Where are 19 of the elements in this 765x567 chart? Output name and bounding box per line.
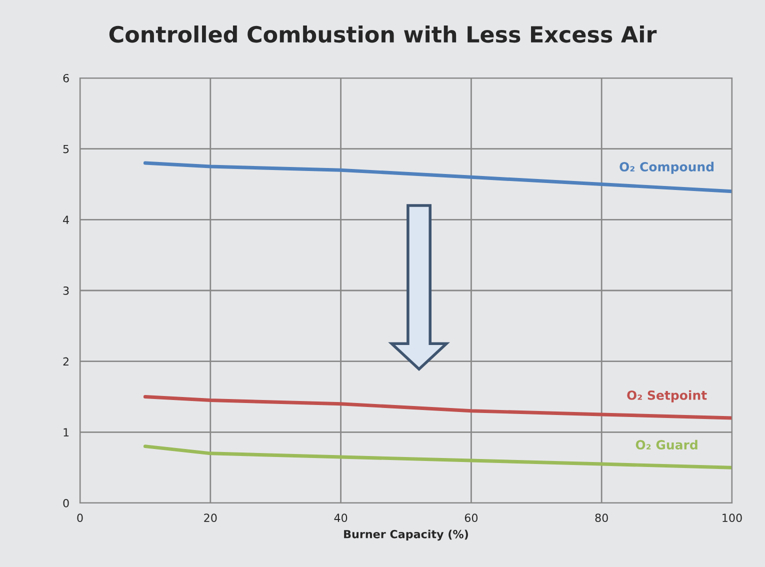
- y-tick-label: 6: [63, 74, 69, 82]
- x-tick-label: 20: [204, 514, 217, 522]
- y-tick-label: 5: [63, 144, 69, 154]
- y-tick-label: 1: [64, 428, 69, 436]
- x-tick-label: 100: [722, 514, 742, 522]
- x-tick-label: 80: [595, 514, 608, 522]
- y-tick-label: 3: [63, 286, 69, 295]
- y-tick-label: 2: [63, 357, 68, 366]
- series-label: O₂ Setpoint: [627, 390, 707, 402]
- x-axis-title: Burner Capacity (%): [344, 530, 468, 541]
- x-tick-label: 60: [464, 514, 478, 522]
- chart-title: Controlled Combustion with Less Excess Air: [109, 26, 657, 43]
- series-label: O₂ Guard: [636, 440, 698, 450]
- y-tick-label: 4: [63, 216, 69, 224]
- x-tick-label: 40: [334, 514, 348, 522]
- y-tick-label: 0: [63, 498, 69, 508]
- x-tick-label: 0: [77, 514, 83, 522]
- line-series: [143, 161, 732, 194]
- series-label: O₂ Compound: [620, 162, 714, 174]
